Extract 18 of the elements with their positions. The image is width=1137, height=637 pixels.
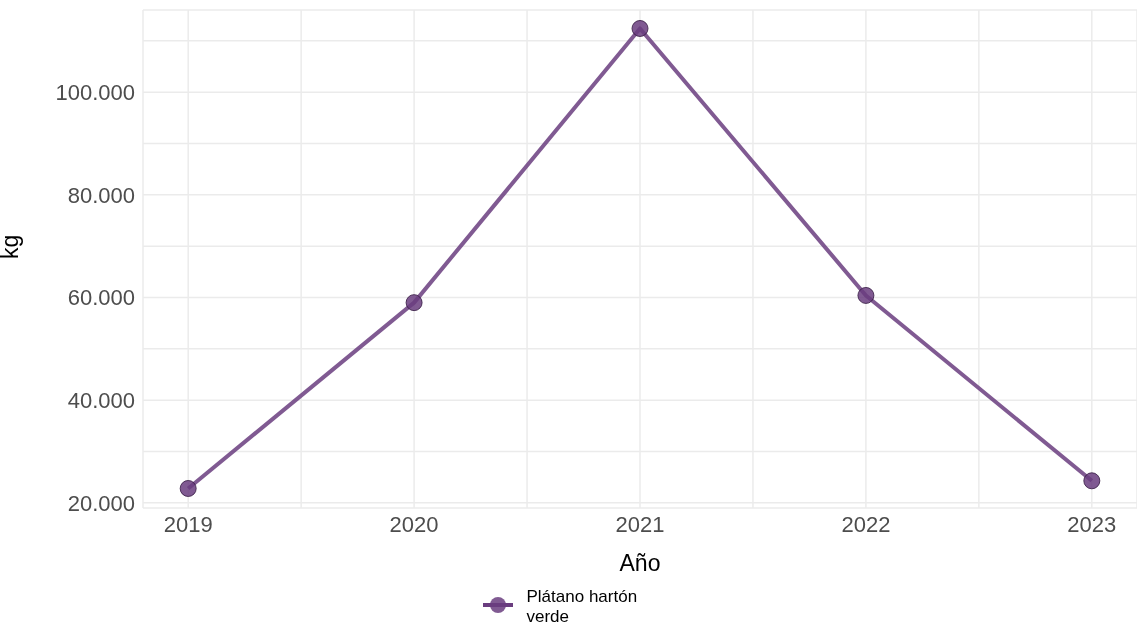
x-tick-label: 2022 xyxy=(841,511,891,537)
point xyxy=(1083,472,1101,490)
x-tick-label: 2019 xyxy=(163,511,213,537)
point xyxy=(405,294,423,312)
x-axis-title: Año xyxy=(619,550,661,576)
y-tick-label: 40.000 xyxy=(67,388,135,413)
point xyxy=(631,19,649,37)
y-axis-title: kg xyxy=(0,234,24,259)
x-tick-label: 2023 xyxy=(1067,511,1117,537)
x-tick-label: 2020 xyxy=(389,511,439,537)
y-tick-label: 60.000 xyxy=(67,285,135,311)
point xyxy=(857,286,875,304)
x-tick-label: 2021 xyxy=(615,511,665,537)
y-tick-label: 100.000 xyxy=(55,79,135,105)
y-tick-label: 20.000 xyxy=(67,490,135,516)
legend-label: Plátano hartón verde xyxy=(526,587,639,627)
point xyxy=(179,479,197,497)
y-tick-label: 80.000 xyxy=(67,182,135,208)
